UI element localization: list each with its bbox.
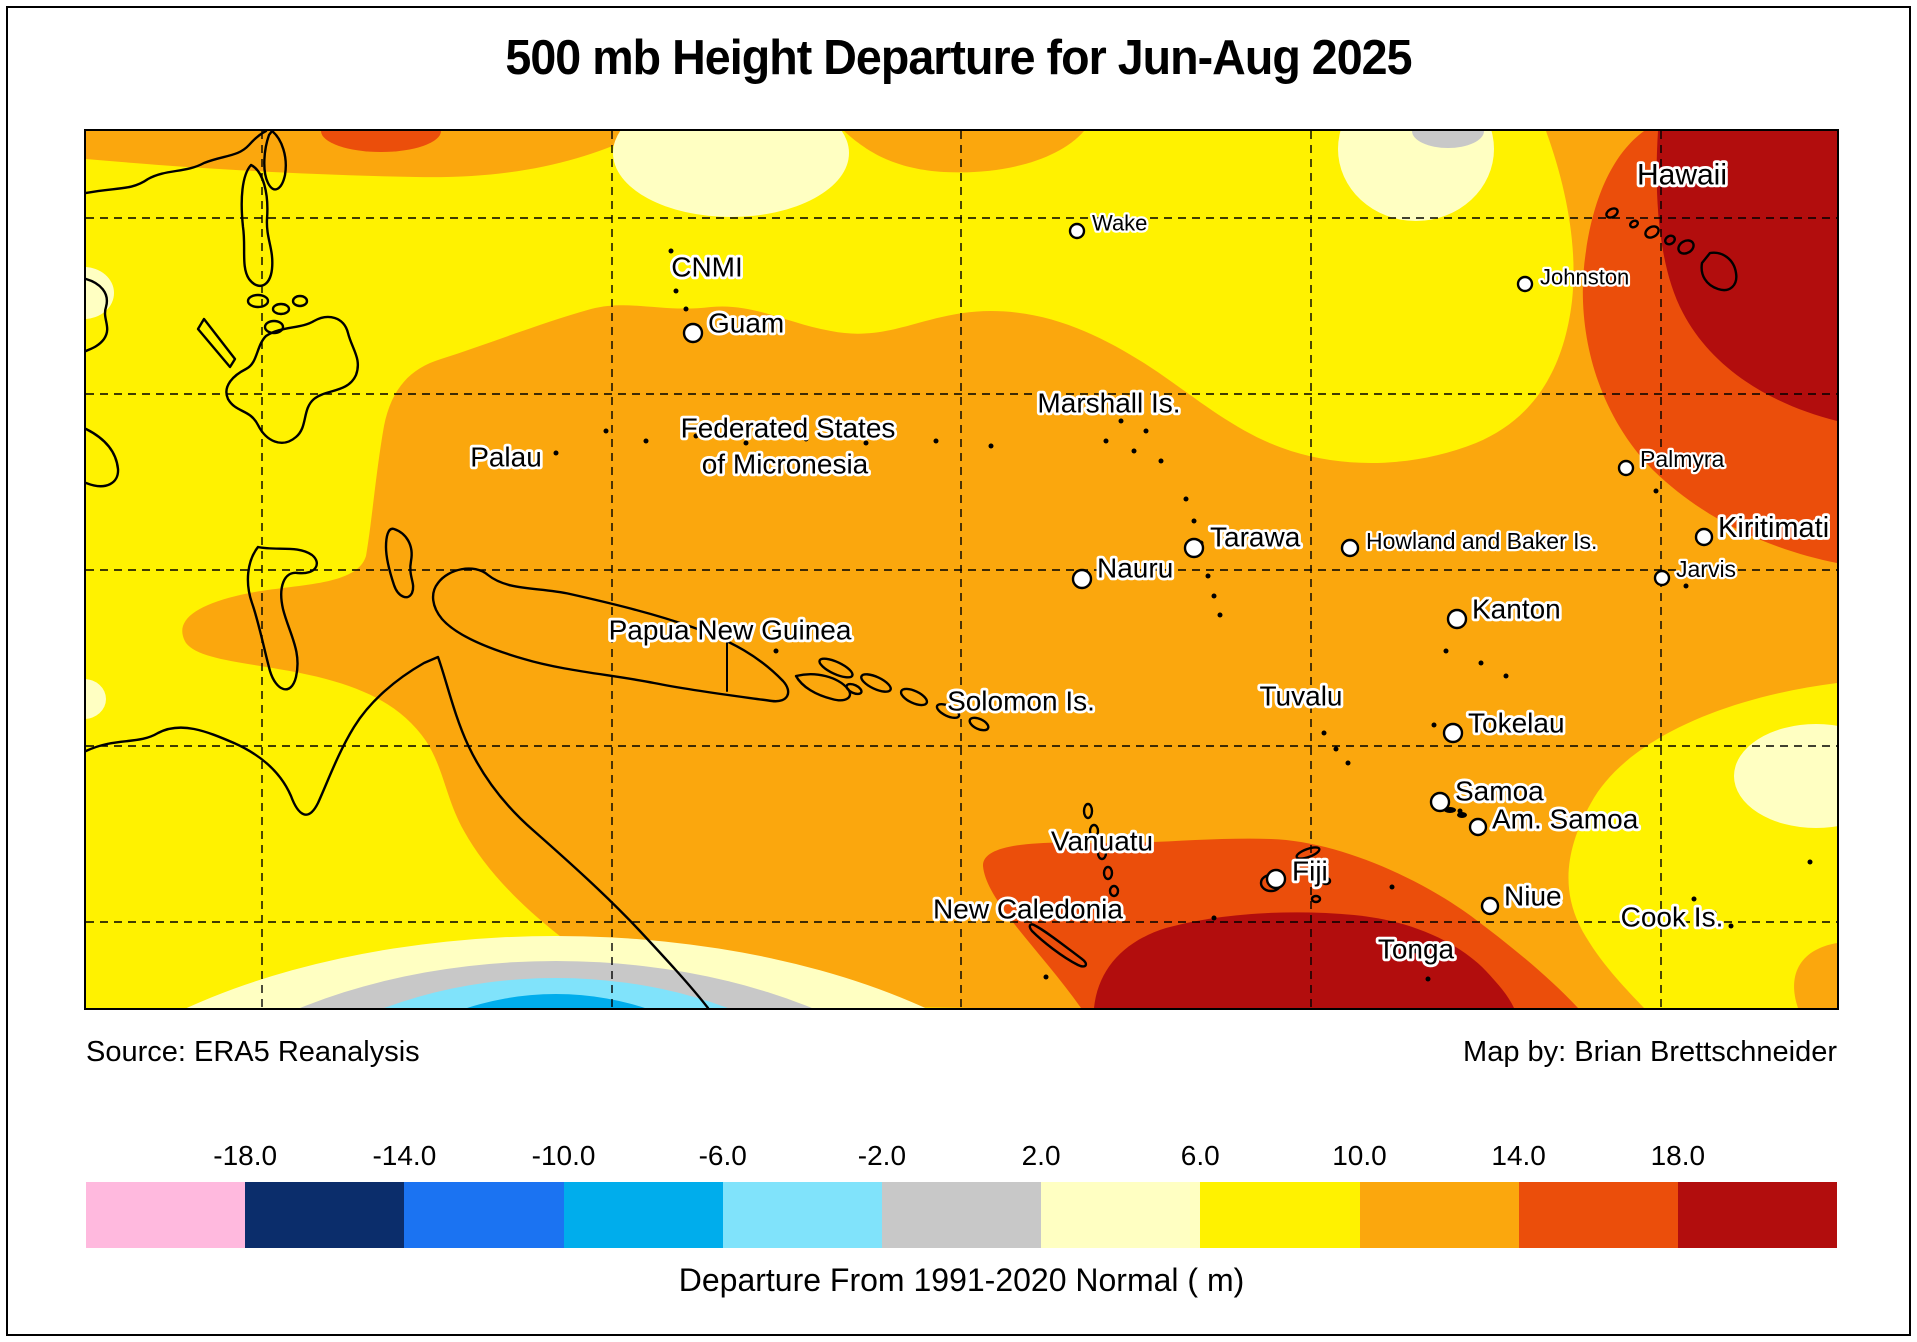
vanuatu-islands [1082, 802, 1120, 898]
station-dot-samoa [1429, 791, 1451, 813]
station-dot-kiritimati [1694, 527, 1714, 547]
place-label-solomon-is: Solomon Is. [947, 686, 1095, 717]
colorbar-tick--6.0: -6.0 [698, 1140, 747, 1171]
station-dot-nauru [1071, 568, 1093, 590]
station-dot-johnston [1516, 275, 1534, 293]
station-dot-palmyra [1617, 459, 1635, 477]
map-canvas: Hawaii Wake Johnston CNMI Guam Marshall Is. Fe… [86, 131, 1837, 1008]
station-dot-kanton [1446, 608, 1468, 630]
visayas [291, 294, 309, 308]
place-label-marshall-is: Marshall Is. [1037, 388, 1180, 419]
place-label-jarvis: Jarvis [1676, 556, 1736, 582]
colorbar-segment-< -18 [86, 1182, 246, 1248]
place-label-kanton: Kanton [1472, 594, 1561, 625]
place-label-fsm-line1: Federated States [681, 413, 896, 444]
colorbar-tick--2.0: -2.0 [857, 1140, 907, 1171]
sulawesi [246, 545, 318, 691]
place-label-fiji: Fiji [1292, 856, 1328, 887]
source-note: Source: ERA5 Reanalysis [86, 1036, 420, 1068]
palawan [196, 317, 237, 369]
mindanao [225, 315, 360, 444]
hawaiian-islands [1605, 207, 1738, 292]
colorbar-segment--6 to -2 [722, 1182, 882, 1248]
place-label-am-samoa: Am. Samoa [1492, 804, 1639, 835]
colorbar-tick-2.0: 2.0 [1021, 1140, 1061, 1171]
place-label-papua-new-guinea: Papua New Guinea [609, 615, 852, 646]
colorbar-segment--2 to 2 [881, 1182, 1042, 1248]
colorbar-segment-10 to 14 [1359, 1182, 1519, 1248]
visayas [246, 293, 270, 309]
gridlines [86, 131, 1837, 1008]
colorbar-segment-14 to 18 [1518, 1182, 1678, 1248]
place-label-palmyra: Palmyra [1640, 446, 1725, 472]
station-dot-guam [682, 322, 704, 344]
place-label-tonga: Tonga [1378, 934, 1455, 965]
halmahera [384, 527, 415, 599]
place-label-wake: Wake [1092, 211, 1147, 236]
colorbar-segment--18 to -14 [245, 1182, 405, 1248]
colorbar-tick--10.0: -10.0 [531, 1140, 596, 1171]
colorbar-segment-2 to 6 [1041, 1182, 1201, 1248]
station-dot-tarawa [1183, 537, 1205, 559]
place-label-kiritimati: Kiritimati [1718, 512, 1829, 544]
page-title: 500 mb Height Departure for Jun-Aug 2025 [505, 31, 1412, 85]
place-label-new-caledonia: New Caledonia [933, 894, 1123, 925]
station-dot-am-samoa [1468, 817, 1488, 837]
new-britain [794, 673, 852, 702]
coastlines [86, 131, 1738, 1008]
new-guinea [431, 567, 790, 703]
colorbar-tick--14.0: -14.0 [372, 1140, 437, 1171]
place-labels: Hawaii Wake Johnston CNMI Guam Marshall Is. Fe… [467, 156, 1831, 968]
station-dot-jarvis [1653, 569, 1671, 587]
colorbar-segment-> 18 [1677, 1182, 1838, 1248]
solomon-islands [818, 657, 990, 732]
colorbar-bar [86, 1182, 1838, 1248]
map: Hawaii Wake Johnston CNMI Guam Marshall Is. Fe… [84, 129, 1839, 1010]
place-label-tuvalu: Tuvalu [1259, 681, 1342, 712]
new-caledonia-island [1028, 923, 1088, 968]
place-label-howland-baker: Howland and Baker Is. [1366, 528, 1597, 554]
colorbar-tick--18.0: -18.0 [213, 1140, 278, 1171]
atoll-specks [513, 248, 1813, 982]
place-label-johnston: Johnston [1540, 265, 1629, 290]
asia-coast [86, 131, 268, 195]
place-label-guam: Guam [708, 308, 784, 339]
place-label-vanuatu: Vanuatu [1051, 826, 1153, 857]
credit-note: Map by: Brian Brettschneider [1463, 1036, 1837, 1068]
station-dot-tokelau [1442, 722, 1464, 744]
colorbar-segment-6 to 10 [1200, 1182, 1360, 1248]
colorbar-segment--10 to -6 [563, 1182, 723, 1248]
place-label-niue: Niue [1504, 881, 1562, 912]
colorbar-tick-6.0: 6.0 [1180, 1140, 1220, 1171]
colorbar-caption: Departure From 1991-2020 Normal ( m) [678, 1262, 1245, 1298]
page-border [6, 6, 1911, 1336]
colorbar-tick-18.0: 18.0 [1650, 1140, 1706, 1171]
colorbar-tick-labels: -18.0 -14.0 -10.0 -6.0 -2.0 2.0 6.0 10.0 14.0 18.… [86, 1140, 1837, 1182]
station-dot-wake [1068, 222, 1086, 240]
visayas [271, 302, 291, 316]
australia-coast [86, 655, 710, 1008]
place-label-cnmi: CNMI [671, 252, 743, 283]
station-dot-fiji [1265, 868, 1287, 890]
place-label-samoa: Samoa [1455, 776, 1544, 807]
borneo [86, 427, 120, 488]
station-dot-niue [1480, 896, 1500, 916]
place-label-palau: Palau [470, 442, 542, 473]
taiwan [263, 131, 287, 191]
colorbar-segment--14 to -10 [404, 1182, 564, 1248]
place-label-hawaii: Hawaii [1637, 159, 1727, 192]
place-label-tokelau: Tokelau [1468, 708, 1565, 739]
colorbar-tick-14.0: 14.0 [1491, 1140, 1546, 1171]
station-dot-howland-baker [1340, 538, 1360, 558]
place-label-cook-is: Cook Is. [1621, 902, 1724, 933]
asia-coast-2 [86, 277, 109, 353]
place-label-tarawa: Tarawa [1210, 522, 1301, 553]
colorbar-tick-10.0: 10.0 [1332, 1140, 1387, 1171]
place-label-fsm-line2: of Micronesia [702, 449, 869, 480]
colorbar: -18.0 -14.0 -10.0 -6.0 -2.0 2.0 6.0 10.0 14.0 18.… [86, 1140, 1838, 1299]
place-label-nauru: Nauru [1097, 553, 1173, 584]
